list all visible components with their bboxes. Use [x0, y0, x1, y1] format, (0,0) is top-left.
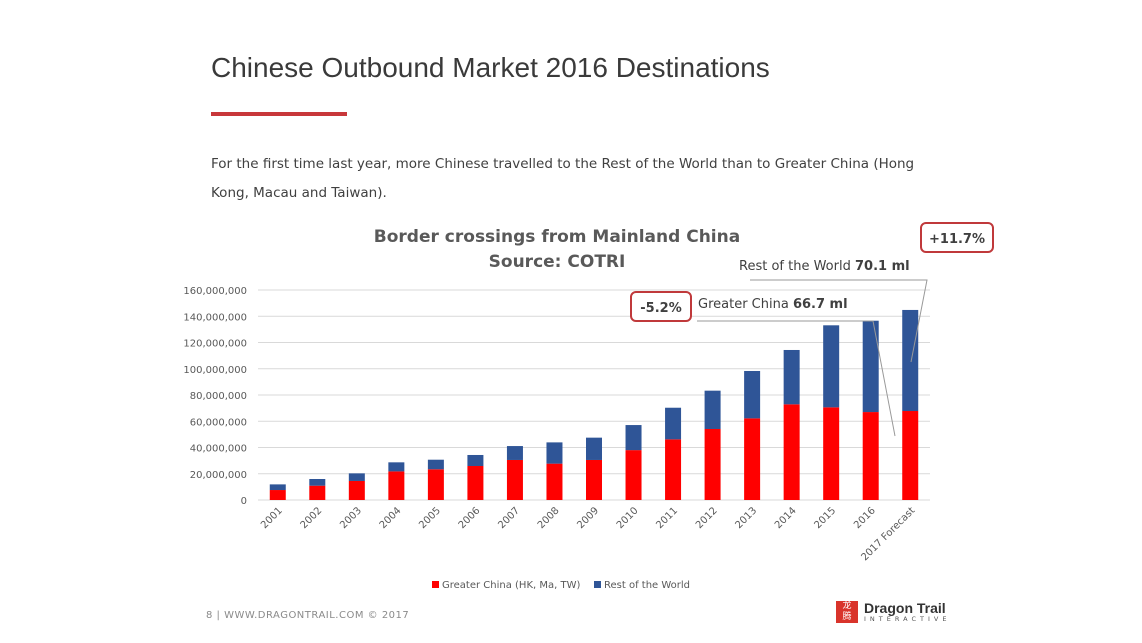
slide-title: Chinese Outbound Market 2016 Destination…: [211, 52, 770, 83]
dragon-trail-logo: 龙腾 Dragon Trail INTERACTIVE: [836, 601, 950, 623]
bar-rest-of-world: [467, 454, 484, 467]
y-tick-label: 40,000,000: [190, 444, 247, 455]
row-callout-value: 70.1 ml: [855, 259, 910, 274]
gc-callout-value: 66.7 ml: [793, 297, 848, 312]
bar-greater-china: [744, 418, 761, 500]
y-tick-label: 60,000,000: [190, 417, 247, 428]
bar-rest-of-world: [625, 425, 642, 451]
y-tick-label: 140,000,000: [183, 312, 247, 323]
x-tick-label: 2003: [338, 505, 364, 531]
row-callout-label: Rest of the World: [739, 259, 851, 274]
bar-rest-of-world: [783, 349, 800, 405]
bar-greater-china: [348, 480, 365, 500]
legend-swatch-rest-of-world: [594, 581, 601, 588]
footer-text: 8 | WWW.DRAGONTRAIL.COM © 2017: [206, 610, 410, 621]
logo-sub: INTERACTIVE: [864, 615, 951, 623]
x-tick-label: 2010: [615, 505, 641, 531]
bar-greater-china: [704, 428, 721, 500]
x-tick-label: 2016: [852, 505, 878, 531]
bar-greater-china: [269, 490, 286, 500]
bar-greater-china: [467, 466, 484, 500]
bar-rest-of-world: [862, 320, 879, 413]
chart-title: Border crossings from Mainland China: [374, 227, 740, 247]
x-tick-label: 2015: [813, 505, 839, 531]
x-tick-label: 2005: [417, 505, 443, 531]
x-tick-label: 2001: [259, 505, 285, 531]
bar-greater-china: [427, 469, 444, 500]
bar-greater-china: [665, 439, 682, 500]
logo-name: Dragon Trail: [864, 600, 946, 616]
gc-change-box: [630, 291, 692, 322]
x-tick-label: 2004: [378, 505, 404, 531]
bar-rest-of-world: [823, 325, 840, 408]
bar-greater-china: [823, 407, 840, 500]
bar-greater-china: [625, 450, 642, 500]
x-tick-label: 2013: [733, 505, 759, 531]
bar-rest-of-world: [269, 484, 286, 491]
bar-greater-china: [586, 459, 602, 500]
bar-rest-of-world: [546, 442, 563, 464]
x-tick-label: 2008: [536, 505, 562, 531]
bar-greater-china: [506, 459, 523, 500]
legend-swatch-greater-china: [432, 581, 439, 588]
y-tick-label: 120,000,000: [183, 339, 247, 350]
bar-rest-of-world: [744, 370, 761, 419]
row-change: +11.7%: [929, 232, 985, 247]
x-tick-label: 2012: [694, 505, 720, 531]
gc-callout: Greater China 66.7 ml: [698, 297, 848, 312]
x-tick-label: 2014: [773, 505, 799, 531]
logo-mark-icon: 龙腾: [836, 601, 858, 623]
bar-rest-of-world: [309, 479, 326, 486]
bar-rest-of-world: [427, 459, 444, 470]
row-leader-line: [750, 279, 928, 363]
bar-rest-of-world: [506, 446, 523, 460]
chart-source: Source: COTRI: [489, 252, 626, 272]
bar-greater-china: [902, 411, 919, 500]
legend-greater-china: Greater China (HK, Ma, TW): [442, 580, 580, 591]
x-tick-label: 2011: [654, 505, 680, 531]
y-tick-label: 100,000,000: [183, 365, 247, 376]
y-tick-label: 0: [241, 496, 247, 507]
bar-greater-china: [783, 404, 800, 500]
bar-rest-of-world: [388, 462, 405, 472]
bar-greater-china: [862, 412, 879, 500]
slide-subtitle: For the first time last year, more Chine…: [211, 156, 915, 201]
row-callout: Rest of the World 70.1 ml: [739, 259, 910, 274]
row-change-box: [920, 222, 994, 253]
y-tick-label: 20,000,000: [190, 470, 247, 481]
bar-greater-china: [388, 471, 405, 500]
bar-rest-of-world: [704, 390, 721, 429]
bar-rest-of-world: [902, 309, 919, 412]
title-underline: [211, 112, 347, 116]
gc-leader-line: [697, 320, 896, 437]
x-tick-label: 2006: [457, 505, 483, 531]
legend-rest-of-world: Rest of the World: [604, 580, 690, 591]
x-tick-label: 2007: [496, 505, 522, 531]
gc-change: -5.2%: [640, 301, 681, 316]
y-tick-label: 80,000,000: [190, 391, 247, 402]
bar-rest-of-world: [586, 437, 602, 460]
bar-rest-of-world: [348, 473, 365, 481]
bar-greater-china: [546, 463, 563, 500]
x-tick-label: 2009: [575, 505, 601, 531]
bar-rest-of-world: [665, 407, 682, 440]
gc-callout-label: Greater China: [698, 297, 789, 312]
x-tick-label: 2002: [299, 505, 325, 531]
y-tick-label: 160,000,000: [183, 286, 247, 297]
bar-greater-china: [309, 485, 326, 500]
